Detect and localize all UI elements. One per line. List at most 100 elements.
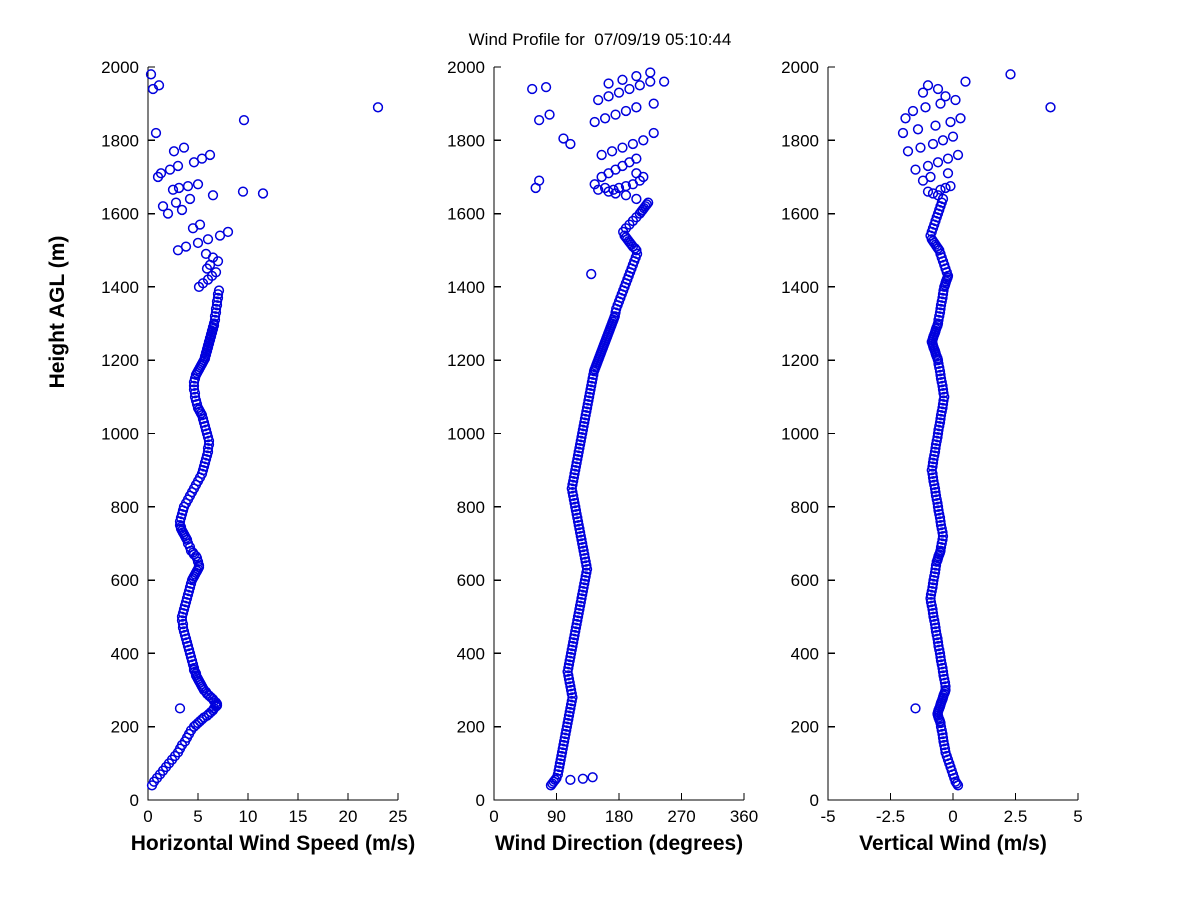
data-point: [927, 604, 938, 615]
y-tick-label: 800: [457, 498, 485, 517]
data-point: [571, 508, 582, 520]
data-point: [173, 182, 185, 194]
x-tick-label: 180: [605, 807, 633, 826]
data-point: [563, 670, 574, 681]
data-point: [568, 637, 579, 648]
data-point: [934, 311, 945, 322]
data-point: [920, 102, 931, 113]
data-point: [939, 673, 950, 685]
y-tick-label: 200: [457, 718, 485, 737]
data-point: [570, 622, 582, 633]
data-point: [931, 629, 942, 641]
data-point: [950, 94, 961, 106]
data-point: [939, 743, 951, 754]
data-point: [581, 563, 593, 575]
data-point: [936, 523, 947, 534]
data-point: [925, 589, 937, 600]
data-point: [556, 747, 568, 758]
data-point: [937, 380, 948, 392]
data-point: [565, 774, 576, 785]
data-point: [567, 692, 578, 703]
y-tick-label: 200: [791, 718, 819, 737]
axis-spines: [147, 67, 398, 801]
x-tick-label: 10: [239, 807, 258, 826]
data-point: [951, 778, 962, 789]
data-point: [582, 399, 593, 410]
data-point: [576, 534, 587, 545]
data-point: [238, 114, 250, 126]
data-point: [932, 432, 943, 443]
data-point: [930, 622, 941, 633]
data-point: [569, 629, 580, 641]
data-point: [935, 655, 947, 666]
data-point: [568, 472, 580, 483]
data-point: [578, 545, 589, 556]
y-tick-label: 800: [111, 498, 139, 517]
data-point: [935, 651, 946, 663]
data-point: [564, 677, 575, 688]
data-point: [150, 127, 162, 139]
data-point: [932, 637, 944, 648]
data-point: [577, 541, 589, 553]
data-point: [624, 83, 635, 95]
data-point: [557, 743, 568, 754]
y-tick-label: 600: [457, 571, 485, 590]
data-point: [583, 391, 595, 403]
data-point: [934, 366, 946, 377]
data-point: [937, 732, 949, 743]
data-point: [930, 443, 941, 454]
data-point: [177, 622, 189, 633]
data-point: [930, 563, 941, 575]
data-point: [204, 149, 216, 161]
data-point: [937, 292, 948, 304]
data-point: [577, 424, 589, 435]
data-point: [580, 410, 591, 421]
data-point: [935, 545, 946, 556]
x-tick-label: 0: [489, 807, 498, 826]
data-point: [928, 611, 939, 622]
data-point: [617, 74, 628, 85]
data-point: [929, 618, 941, 630]
data-point: [580, 556, 591, 567]
data-point: [554, 758, 566, 769]
data-point: [189, 391, 201, 403]
data-point: [212, 292, 224, 304]
data-markers: [897, 69, 1056, 791]
data-point: [931, 435, 942, 446]
x-tick-label: -2.5: [876, 807, 905, 826]
data-point: [599, 113, 611, 124]
data-point: [564, 706, 575, 718]
data-point: [929, 446, 941, 457]
y-tick-label: 2000: [447, 58, 485, 77]
data-point: [572, 512, 583, 523]
y-tick-label: 400: [457, 644, 485, 663]
data-point: [939, 391, 950, 403]
y-tick-label: 1800: [447, 131, 485, 150]
x-tick-label: 2.5: [1004, 807, 1028, 826]
data-point: [202, 234, 214, 245]
data-point: [574, 523, 585, 534]
y-tick-label: 600: [791, 571, 819, 590]
data-point: [603, 78, 614, 89]
data-point: [638, 135, 649, 146]
data-point: [922, 160, 934, 172]
data-markers: [145, 69, 384, 791]
data-point: [960, 76, 971, 87]
data-point: [940, 681, 951, 692]
data-point: [580, 571, 591, 582]
data-point: [599, 182, 611, 194]
data-point: [200, 248, 212, 260]
data-point: [210, 267, 222, 278]
data-point: [549, 774, 561, 785]
data-point: [620, 180, 632, 192]
data-point: [372, 102, 384, 113]
axis-spines: [493, 67, 744, 801]
data-point: [554, 761, 565, 773]
x-tick-label: 270: [667, 807, 695, 826]
data-point: [586, 380, 597, 392]
data-point: [552, 769, 564, 780]
data-point: [933, 424, 944, 435]
y-tick-label: 1000: [781, 425, 819, 444]
data-point: [940, 684, 951, 696]
